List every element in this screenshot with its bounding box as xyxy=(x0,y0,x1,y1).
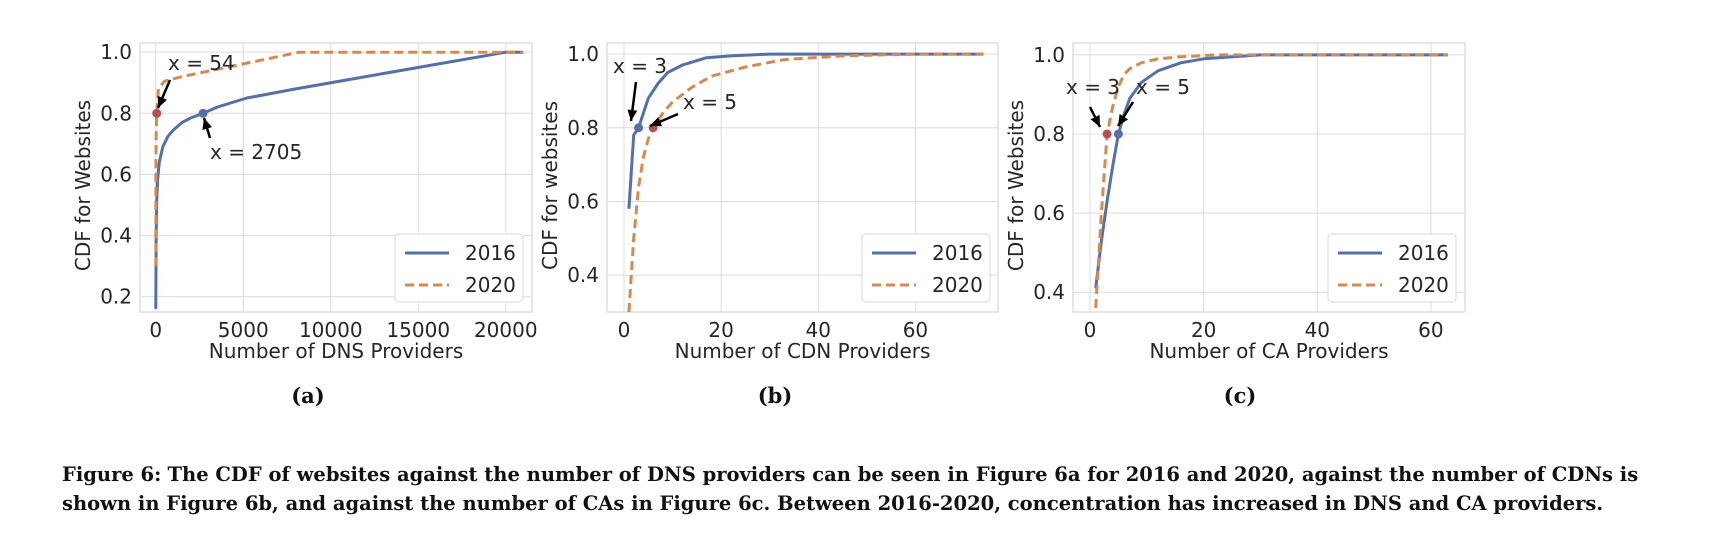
y-tick-label: 0.4 xyxy=(100,224,132,248)
legend-label: 2016 xyxy=(932,241,983,265)
caption-body: The CDF of websites against the number o… xyxy=(62,463,1639,515)
x-axis-label: Number of CDN Providers xyxy=(675,339,931,363)
y-tick-label: 0.4 xyxy=(1033,280,1065,304)
y-tick-label: 0.8 xyxy=(1033,122,1065,146)
figure-caption: Figure 6: The CDF of websites against th… xyxy=(62,460,1682,518)
y-tick-label: 0.6 xyxy=(100,162,132,186)
x-tick-label: 40 xyxy=(1305,318,1330,342)
x-tick-label: 0 xyxy=(618,318,631,342)
annotation-point xyxy=(1113,129,1123,139)
panel-a: 0 5000 10000 15000 20000 0.2 0.4 0.6 0.8 1.0 Numbe… xyxy=(71,40,538,408)
x-tick-label: 40 xyxy=(806,318,831,342)
legend-label: 2016 xyxy=(465,241,516,265)
annotation-label: x = 5 xyxy=(683,90,737,114)
legend-label: 2020 xyxy=(465,273,516,297)
series-line-2020 xyxy=(154,50,524,267)
annotation-point xyxy=(198,108,208,118)
x-tick-label: 15000 xyxy=(386,318,450,342)
annotation-point xyxy=(634,123,644,133)
y-tick-label: 0.8 xyxy=(567,116,599,140)
x-axis-label: Number of DNS Providers xyxy=(209,339,464,363)
panel-c: 0 20 40 60 0.4 0.6 0.8 1.0 Number of CA Provider… xyxy=(1004,42,1466,408)
annotation-arrow-head xyxy=(202,118,212,130)
legend-label: 2020 xyxy=(932,273,983,297)
y-tick-label: 0.6 xyxy=(1033,201,1065,225)
y-axis-label: CDF for Websites xyxy=(71,100,95,271)
x-tick-label: 60 xyxy=(1418,318,1443,342)
x-tick-label: 20 xyxy=(708,318,733,342)
x-tick-label: 10000 xyxy=(299,318,363,342)
annotation-arrow-head xyxy=(650,117,663,127)
panel-label: (b) xyxy=(758,383,793,408)
annotation-point xyxy=(152,108,162,118)
x-tick-label: 60 xyxy=(903,318,928,342)
x-tick-label: 0 xyxy=(1084,318,1097,342)
series-line-2016 xyxy=(154,50,524,309)
annotation-arrow-head xyxy=(1118,114,1129,126)
y-tick-label: 0.6 xyxy=(567,189,599,213)
annotation-label: x = 54 xyxy=(168,51,235,75)
annotation-arrow-head xyxy=(157,95,167,108)
annotation-label: x = 5 xyxy=(1136,75,1190,99)
annotation-arrow-head xyxy=(1090,114,1100,127)
panel-b: 0 20 40 60 0.4 0.6 0.8 1.0 Number of CDN Provide… xyxy=(538,42,999,408)
legend-label: 2016 xyxy=(1398,241,1449,265)
legend-label: 2020 xyxy=(1398,273,1449,297)
y-tick-label: 1.0 xyxy=(100,40,132,64)
caption-lead: Figure 6: xyxy=(62,463,162,486)
annotation-label: x = 3 xyxy=(1066,75,1120,99)
series-line-2020 xyxy=(627,52,984,312)
x-axis-label: Number of CA Providers xyxy=(1149,339,1388,363)
x-tick-label: 20 xyxy=(1191,318,1216,342)
y-axis-label: CDF for Websites xyxy=(1004,100,1028,271)
y-tick-label: 0.2 xyxy=(100,285,132,309)
y-axis-label: CDF for websites xyxy=(538,101,562,270)
annotation-label: x = 2705 xyxy=(210,140,302,164)
x-tick-label: 20000 xyxy=(474,318,538,342)
annotation-label: x = 3 xyxy=(613,54,667,78)
y-tick-label: 0.4 xyxy=(567,263,599,287)
figure-canvas: 0 5000 10000 15000 20000 0.2 0.4 0.6 0.8 1.0 Numbe… xyxy=(71,40,1466,408)
panel-label: (a) xyxy=(291,383,324,408)
panel-label: (c) xyxy=(1224,383,1257,408)
annotation-arrow-head xyxy=(627,109,638,121)
y-tick-label: 1.0 xyxy=(1033,43,1065,67)
y-tick-label: 0.8 xyxy=(100,101,132,125)
series-line-2020 xyxy=(1094,53,1448,309)
x-tick-label: 0 xyxy=(149,318,162,342)
x-tick-label: 5000 xyxy=(218,318,269,342)
y-tick-label: 1.0 xyxy=(567,42,599,66)
annotation-point xyxy=(1102,129,1112,139)
